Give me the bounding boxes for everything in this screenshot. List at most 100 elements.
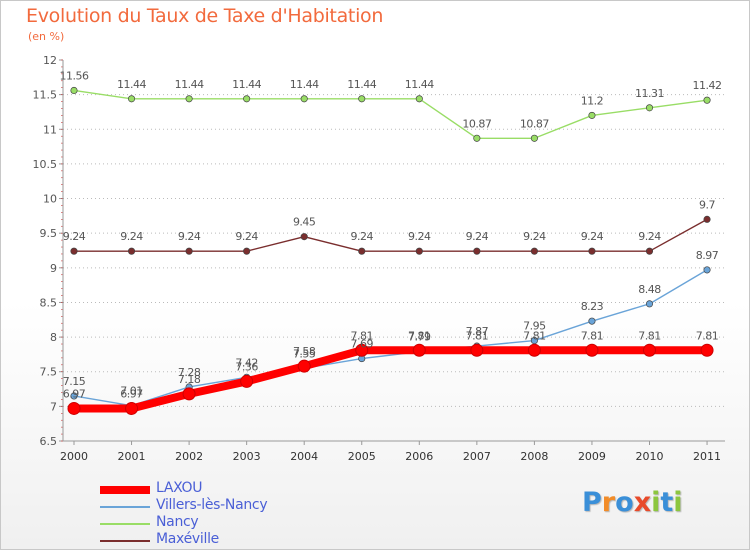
data-label: 9.7 — [699, 198, 715, 211]
chart-title: Evolution du Taux de Taxe d'Habitation — [26, 5, 384, 27]
data-point — [67, 401, 81, 415]
data-point — [240, 374, 254, 388]
x-tick-label: 2002 — [175, 450, 203, 463]
data-label: 7.36 — [235, 360, 258, 373]
legend-label: Nancy — [156, 514, 199, 530]
data-point — [297, 359, 311, 373]
logo-letter: i — [651, 487, 661, 518]
y-tick-label: 9.5 — [40, 227, 58, 240]
logo-letter: r — [601, 487, 616, 518]
data-label: 10.87 — [520, 117, 549, 130]
data-point — [125, 401, 139, 415]
data-label: 11.42 — [693, 79, 722, 92]
data-point — [300, 233, 308, 241]
data-label: 11.44 — [232, 78, 261, 91]
data-label: 7.42 — [235, 356, 258, 369]
x-tick-label: 2009 — [578, 450, 606, 463]
data-point — [703, 266, 711, 274]
y-tick-label: 8 — [50, 331, 57, 344]
y-tick-label: 10.5 — [33, 158, 58, 171]
logo-letter: i — [673, 487, 683, 518]
data-point — [470, 343, 484, 357]
data-label: 7.28 — [178, 366, 201, 379]
data-label: 10.87 — [462, 117, 491, 130]
y-tick-label: 7 — [50, 400, 57, 413]
data-point — [70, 247, 78, 255]
x-tick-label: 2004 — [290, 450, 318, 463]
x-tick-label: 2007 — [463, 450, 491, 463]
series-line-nancy — [73, 89, 708, 139]
data-label: 9.24 — [581, 230, 604, 243]
data-label: 7.87 — [466, 325, 489, 338]
data-point — [185, 247, 193, 255]
data-point — [355, 343, 369, 357]
data-label: 7.95 — [523, 320, 546, 333]
data-point — [412, 343, 426, 357]
data-point — [358, 247, 366, 255]
data-label: 9.24 — [466, 230, 489, 243]
data-label: 11.31 — [635, 87, 664, 100]
data-point — [530, 134, 538, 142]
data-label: 7.81 — [581, 329, 604, 342]
x-tick-label: 2001 — [118, 450, 146, 463]
data-label: 9.24 — [408, 230, 431, 243]
data-label: 8.48 — [638, 283, 661, 296]
data-point — [703, 215, 711, 223]
y-tick-label: 9 — [50, 262, 57, 275]
logo-letter: o — [615, 487, 634, 518]
data-label: 9.24 — [235, 230, 258, 243]
data-point — [643, 343, 656, 357]
data-label: 8.23 — [581, 300, 604, 313]
data-label: 7.58 — [293, 345, 316, 358]
data-label: 7.81 — [696, 329, 719, 342]
data-label: 9.24 — [638, 230, 661, 243]
x-tick-label: 2010 — [636, 450, 664, 463]
proxiti-logo: Proxiti — [582, 487, 683, 518]
data-point — [415, 95, 423, 103]
data-point — [645, 247, 654, 255]
legend-swatch — [100, 540, 150, 542]
x-tick-label: 2008 — [520, 450, 548, 463]
data-label: 11.56 — [60, 69, 89, 82]
y-tick-label: 8.5 — [40, 296, 58, 309]
series-line-villers-l-s-nancy — [73, 269, 708, 407]
y-tick-label: 11 — [43, 123, 57, 136]
data-point — [128, 247, 136, 255]
data-label: 7.01 — [120, 385, 143, 398]
legend-swatch — [100, 486, 150, 494]
data-label: 7.81 — [408, 329, 431, 342]
data-point — [588, 111, 596, 119]
data-point — [185, 95, 193, 103]
data-point — [128, 95, 136, 103]
data-point — [243, 247, 251, 255]
data-label: 9.45 — [293, 216, 316, 229]
data-point — [530, 247, 538, 255]
x-tick-label: 2011 — [693, 450, 721, 463]
data-label: 9.24 — [178, 230, 201, 243]
data-label: 7.81 — [638, 329, 661, 342]
legend-swatch — [100, 506, 150, 508]
data-point — [415, 247, 423, 255]
data-label: 7.55 — [293, 347, 316, 360]
data-point — [243, 95, 251, 103]
data-point — [703, 96, 711, 104]
logo-letter: P — [582, 487, 602, 518]
data-label: 7.15 — [63, 375, 86, 388]
logo-letter: x — [633, 487, 652, 518]
data-label: 11.44 — [347, 78, 376, 91]
data-point — [585, 343, 599, 357]
data-label: 9.24 — [63, 230, 86, 243]
data-label: 7.81 — [351, 329, 374, 342]
x-tick-label: 2005 — [348, 450, 376, 463]
legend-label: Villers-lès-Nancy — [156, 497, 268, 513]
series-line-laxou — [74, 346, 708, 413]
data-label: 11.44 — [290, 78, 319, 91]
legend-label: Maxéville — [156, 531, 219, 547]
data-label: 11.44 — [405, 78, 434, 91]
data-point — [588, 247, 596, 255]
y-tick-label: 10 — [43, 193, 57, 206]
data-label: 7.81 — [466, 329, 489, 342]
y-tick-label: 11.5 — [33, 89, 58, 102]
data-label: 8.97 — [696, 249, 719, 262]
